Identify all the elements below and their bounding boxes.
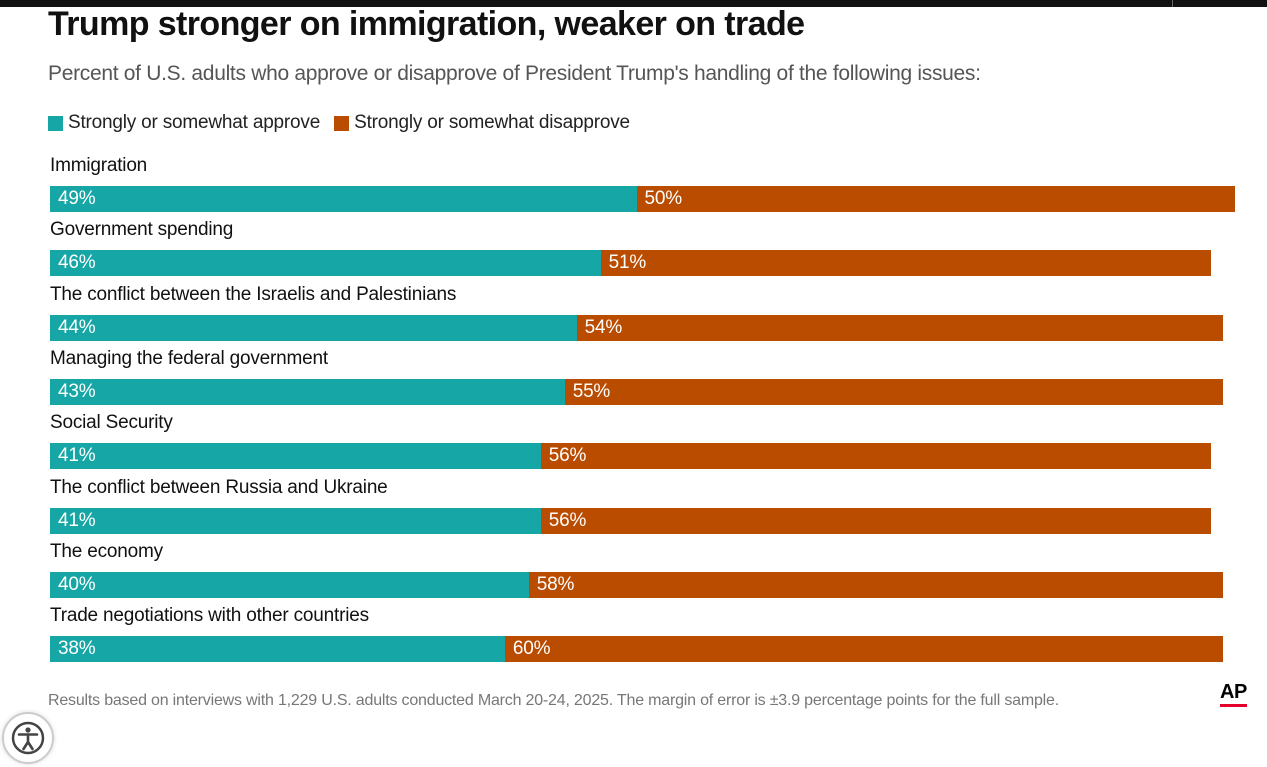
- bar-disapprove: [528, 571, 1224, 598]
- data-label-approve: 38%: [58, 638, 96, 660]
- ap-logo-text: AP: [1220, 681, 1247, 703]
- ap-logo-underline: [1220, 704, 1247, 707]
- legend: Strongly or somewhat approve Strongly or…: [48, 111, 644, 135]
- data-label-approve: 41%: [58, 509, 96, 531]
- data-label-disapprove: 50%: [644, 188, 683, 209]
- data-label-approve: 49%: [58, 188, 96, 209]
- category-label: Trade negotiations with other countries: [50, 605, 369, 627]
- data-label-approve: 40%: [58, 573, 96, 595]
- bar-approve: [50, 186, 637, 212]
- bar-disapprove: [600, 250, 1212, 277]
- stacked-bar-chart: Immigration 49% 50% Government spending 46% 5…: [50, 155, 1236, 663]
- data-label-disapprove: 58%: [536, 573, 575, 595]
- bar-approve: [50, 571, 529, 598]
- bar-disapprove: [540, 507, 1212, 534]
- bar-disapprove: [540, 443, 1212, 470]
- chart-title: Trump stronger on immigration, weaker on…: [48, 5, 805, 43]
- data-label-disapprove: 55%: [572, 380, 611, 402]
- category-label: The conflict between Russia and Ukraine: [50, 476, 388, 498]
- accessibility-icon: [11, 721, 45, 755]
- category-label: The conflict between the Israelis and Pa…: [50, 283, 457, 305]
- top-bar-divider: [1172, 0, 1173, 7]
- legend-swatch-approve: [48, 115, 63, 131]
- chart-subtitle: Percent of U.S. adults who approve or di…: [48, 62, 981, 85]
- legend-item-approve: Strongly or somewhat approve: [48, 112, 320, 134]
- category-label: Immigration: [50, 155, 148, 176]
- category-label: Government spending: [50, 219, 234, 241]
- bar-disapprove: [504, 636, 1224, 663]
- data-label-disapprove: 56%: [548, 445, 587, 467]
- bar-approve: [50, 250, 601, 277]
- legend-label-disapprove: Strongly or somewhat disapprove: [354, 112, 630, 133]
- ap-logo: AP: [1220, 682, 1248, 710]
- data-label-approve: 46%: [58, 252, 96, 274]
- data-label-disapprove: 56%: [548, 509, 587, 531]
- legend-item-disapprove: Strongly or somewhat disapprove: [334, 112, 630, 134]
- bar-disapprove: [636, 186, 1236, 212]
- top-bar: [0, 0, 1267, 7]
- category-label: Social Security: [50, 412, 173, 434]
- data-label-disapprove: 60%: [512, 638, 551, 660]
- bar-approve: [50, 507, 541, 534]
- bar-disapprove: [564, 378, 1224, 405]
- data-label-disapprove: 54%: [584, 316, 623, 338]
- bar-approve: [50, 443, 541, 470]
- data-label-disapprove: 51%: [608, 252, 647, 274]
- data-label-approve: 43%: [58, 380, 96, 402]
- legend-label-approve: Strongly or somewhat approve: [68, 112, 321, 133]
- accessibility-button[interactable]: [2, 712, 54, 764]
- footnote: Results based on interviews with 1,229 U…: [48, 692, 1059, 709]
- bar-approve: [50, 378, 565, 405]
- legend-swatch-disapprove: [334, 115, 350, 131]
- bar-approve: [50, 314, 577, 341]
- bar-disapprove: [576, 314, 1224, 341]
- bar-approve: [50, 636, 505, 663]
- data-label-approve: 41%: [58, 445, 96, 467]
- category-label: The economy: [50, 540, 163, 562]
- data-label-approve: 44%: [58, 316, 96, 338]
- category-label: Managing the federal government: [50, 347, 328, 369]
